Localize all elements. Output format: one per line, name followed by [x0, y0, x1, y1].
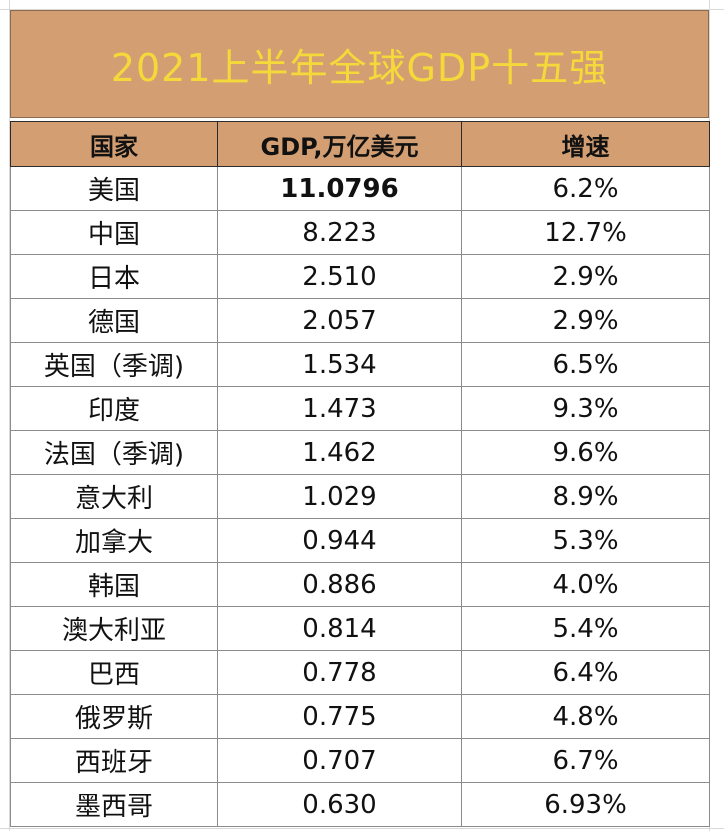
table-row: 澳大利亚 0.814 5.4%: [10, 606, 710, 651]
cell-growth[interactable]: 2.9%: [461, 298, 710, 343]
table-row: 英国（季调) 1.534 6.5%: [10, 342, 710, 387]
table-row: 加拿大 0.944 5.3%: [10, 518, 710, 563]
cell-country[interactable]: 俄罗斯: [10, 694, 218, 739]
table-row: 俄罗斯 0.775 4.8%: [10, 694, 710, 739]
grid-line: [0, 9, 724, 10]
cell-growth[interactable]: 6.2%: [461, 166, 710, 211]
cell-country[interactable]: 澳大利亚: [10, 606, 218, 651]
cell-country[interactable]: 意大利: [10, 474, 218, 519]
cell-gdp[interactable]: 0.814: [217, 606, 462, 651]
cell-gdp[interactable]: 2.057: [217, 298, 462, 343]
table-row: 墨西哥 0.630 6.93%: [10, 782, 710, 827]
cell-growth[interactable]: 6.5%: [461, 342, 710, 387]
cell-gdp[interactable]: 0.775: [217, 694, 462, 739]
table-title: 2021上半年全球GDP十五强: [10, 10, 709, 118]
cell-gdp[interactable]: 0.630: [217, 782, 462, 827]
cell-growth[interactable]: 5.4%: [461, 606, 710, 651]
cell-gdp[interactable]: 0.944: [217, 518, 462, 563]
cell-gdp[interactable]: 1.029: [217, 474, 462, 519]
cell-gdp[interactable]: 1.462: [217, 430, 462, 475]
grid-line: [0, 828, 724, 829]
cell-gdp[interactable]: 1.473: [217, 386, 462, 431]
cell-country[interactable]: 日本: [10, 254, 218, 299]
cell-gdp[interactable]: 0.707: [217, 738, 462, 783]
cell-growth[interactable]: 8.9%: [461, 474, 710, 519]
cell-country[interactable]: 印度: [10, 386, 218, 431]
table-row: 法国（季调) 1.462 9.6%: [10, 430, 710, 475]
table-row: 中国 8.223 12.7%: [10, 210, 710, 255]
table-row: 美国 11.0796 6.2%: [10, 166, 710, 211]
cell-growth[interactable]: 4.0%: [461, 562, 710, 607]
cell-growth[interactable]: 5.3%: [461, 518, 710, 563]
gdp-table: 国家 GDP,万亿美元 增速 美国 11.0796 6.2% 中国 8.223 …: [10, 121, 710, 827]
cell-growth[interactable]: 12.7%: [461, 210, 710, 255]
cell-country[interactable]: 西班牙: [10, 738, 218, 783]
table-row: 德国 2.057 2.9%: [10, 298, 710, 343]
header-gdp[interactable]: GDP,万亿美元: [217, 121, 462, 167]
cell-country[interactable]: 巴西: [10, 650, 218, 695]
grid-line: [9, 0, 10, 831]
cell-growth[interactable]: 6.7%: [461, 738, 710, 783]
cell-growth[interactable]: 6.4%: [461, 650, 710, 695]
cell-country[interactable]: 法国（季调): [10, 430, 218, 475]
table-row: 西班牙 0.707 6.7%: [10, 738, 710, 783]
cell-growth[interactable]: 9.3%: [461, 386, 710, 431]
cell-country[interactable]: 墨西哥: [10, 782, 218, 827]
cell-country[interactable]: 英国（季调): [10, 342, 218, 387]
cell-gdp[interactable]: 2.510: [217, 254, 462, 299]
cell-country[interactable]: 德国: [10, 298, 218, 343]
table-row: 巴西 0.778 6.4%: [10, 650, 710, 695]
cell-country[interactable]: 美国: [10, 166, 218, 211]
table-row: 印度 1.473 9.3%: [10, 386, 710, 431]
cell-growth[interactable]: 9.6%: [461, 430, 710, 475]
table-row: 韩国 0.886 4.0%: [10, 562, 710, 607]
header-growth[interactable]: 增速: [461, 121, 710, 167]
cell-country[interactable]: 加拿大: [10, 518, 218, 563]
cell-country[interactable]: 韩国: [10, 562, 218, 607]
cell-gdp[interactable]: 8.223: [217, 210, 462, 255]
header-row: 国家 GDP,万亿美元 增速: [10, 121, 710, 167]
table-row: 意大利 1.029 8.9%: [10, 474, 710, 519]
grid-line: [709, 0, 710, 831]
cell-growth[interactable]: 2.9%: [461, 254, 710, 299]
cell-gdp[interactable]: 11.0796: [217, 166, 462, 211]
table-row: 日本 2.510 2.9%: [10, 254, 710, 299]
header-country[interactable]: 国家: [10, 121, 218, 167]
cell-gdp[interactable]: 1.534: [217, 342, 462, 387]
cell-gdp[interactable]: 0.778: [217, 650, 462, 695]
cell-gdp[interactable]: 0.886: [217, 562, 462, 607]
cell-growth[interactable]: 4.8%: [461, 694, 710, 739]
cell-growth[interactable]: 6.93%: [461, 782, 710, 827]
cell-country[interactable]: 中国: [10, 210, 218, 255]
